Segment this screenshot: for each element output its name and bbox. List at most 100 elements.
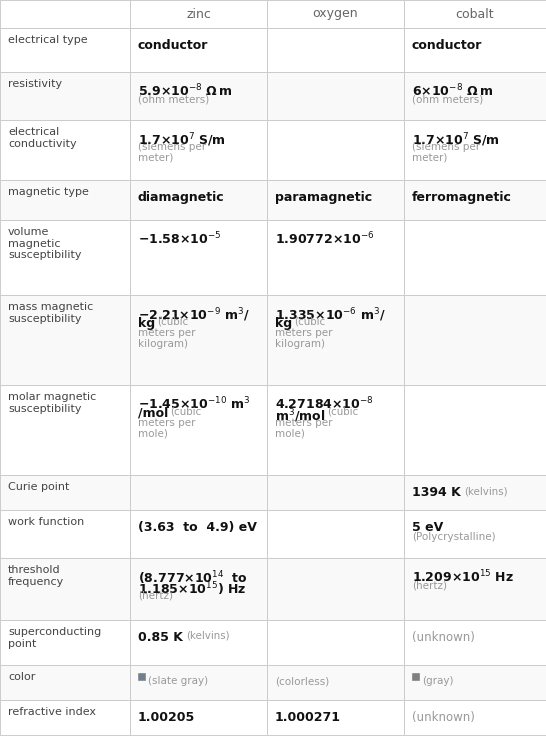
Bar — [404, 385, 546, 475]
Bar — [130, 700, 267, 735]
Text: (cubic: (cubic — [328, 407, 359, 417]
Bar — [404, 28, 546, 72]
Text: threshold
frequency: threshold frequency — [8, 565, 64, 586]
Bar — [0, 700, 130, 735]
Bar — [0, 558, 130, 620]
Bar — [267, 72, 404, 120]
Bar — [138, 673, 145, 679]
Bar — [130, 385, 267, 475]
Text: mole): mole) — [275, 429, 305, 439]
Bar — [130, 385, 267, 475]
Bar — [130, 295, 267, 385]
Text: m$^{3}$/mol: m$^{3}$/mol — [275, 407, 325, 425]
Text: 5.9×10$^{-8}$ Ω m: 5.9×10$^{-8}$ Ω m — [138, 83, 233, 100]
Bar — [0, 385, 130, 475]
Bar — [130, 558, 267, 620]
Text: kilogram): kilogram) — [138, 339, 188, 349]
Bar — [130, 28, 267, 72]
Bar — [130, 120, 267, 180]
Bar — [404, 295, 546, 385]
Bar — [0, 295, 130, 385]
Text: kg: kg — [138, 317, 155, 330]
Bar — [267, 220, 404, 295]
Bar — [130, 510, 267, 558]
Bar — [404, 475, 546, 510]
Text: (unknown): (unknown) — [412, 711, 475, 724]
Text: (Polycrystalline): (Polycrystalline) — [412, 532, 496, 542]
Bar — [0, 475, 130, 510]
Bar — [267, 180, 404, 220]
Text: oxygen: oxygen — [313, 7, 358, 21]
Bar — [0, 558, 130, 620]
Text: kilogram): kilogram) — [275, 339, 325, 349]
Text: (ohm meters): (ohm meters) — [412, 94, 483, 104]
Text: color: color — [8, 672, 35, 682]
Text: (siemens per: (siemens per — [412, 142, 480, 152]
Bar — [404, 510, 546, 558]
Text: zinc: zinc — [186, 7, 211, 21]
Text: meter): meter) — [138, 153, 174, 163]
Bar — [0, 475, 130, 510]
Bar — [404, 28, 546, 72]
Bar — [267, 665, 404, 700]
Bar — [404, 510, 546, 558]
Bar — [404, 700, 546, 735]
Bar — [267, 385, 404, 475]
Bar — [267, 665, 404, 700]
Text: 6×10$^{-8}$ Ω m: 6×10$^{-8}$ Ω m — [412, 83, 494, 100]
Bar — [267, 120, 404, 180]
Bar — [0, 120, 130, 180]
Text: 1394 K: 1394 K — [412, 486, 461, 499]
Text: −2.21×10$^{-9}$ m$^{3}$/: −2.21×10$^{-9}$ m$^{3}$/ — [138, 306, 250, 323]
Bar — [267, 558, 404, 620]
Bar — [404, 0, 546, 28]
Bar — [0, 620, 130, 665]
Text: ferromagnetic: ferromagnetic — [412, 191, 512, 204]
Bar — [0, 220, 130, 295]
Text: meter): meter) — [412, 153, 447, 163]
Text: (cubic: (cubic — [294, 317, 325, 327]
Bar — [130, 0, 267, 28]
Text: cobalt: cobalt — [456, 7, 494, 21]
Text: refractive index: refractive index — [8, 707, 96, 717]
Bar — [404, 665, 546, 700]
Bar — [130, 180, 267, 220]
Text: (3.63  to  4.9) eV: (3.63 to 4.9) eV — [138, 521, 257, 534]
Text: /mol: /mol — [138, 407, 168, 420]
Bar — [404, 620, 546, 665]
Bar — [404, 180, 546, 220]
Text: volume
magnetic
susceptibility: volume magnetic susceptibility — [8, 227, 81, 260]
Bar — [0, 72, 130, 120]
Bar — [0, 665, 130, 700]
Bar — [404, 700, 546, 735]
Text: (ohm meters): (ohm meters) — [138, 94, 209, 104]
Bar — [267, 510, 404, 558]
Bar — [0, 120, 130, 180]
Bar — [404, 220, 546, 295]
Text: (8.777×10$^{14}$  to: (8.777×10$^{14}$ to — [138, 569, 248, 586]
Bar — [267, 475, 404, 510]
Text: 5 eV: 5 eV — [412, 521, 443, 534]
Bar — [404, 0, 546, 28]
Text: paramagnetic: paramagnetic — [275, 191, 372, 204]
Bar — [404, 558, 546, 620]
Bar — [130, 620, 267, 665]
Bar — [130, 475, 267, 510]
Bar — [130, 72, 267, 120]
Text: (kelvins): (kelvins) — [186, 631, 229, 641]
Text: 1.185×10$^{15}$) Hz: 1.185×10$^{15}$) Hz — [138, 580, 246, 597]
Bar — [0, 180, 130, 220]
Text: 1.209×10$^{15}$ Hz: 1.209×10$^{15}$ Hz — [412, 569, 514, 586]
Text: mole): mole) — [138, 429, 168, 439]
Bar — [0, 28, 130, 72]
Text: 4.27184×10$^{-8}$: 4.27184×10$^{-8}$ — [275, 396, 374, 413]
Text: 1.000271: 1.000271 — [275, 711, 341, 724]
Bar — [267, 120, 404, 180]
Text: (gray): (gray) — [422, 676, 454, 686]
Text: (cubic: (cubic — [157, 317, 188, 327]
Text: (colorless): (colorless) — [275, 676, 329, 686]
Text: electrical
conductivity: electrical conductivity — [8, 127, 76, 148]
Bar — [267, 475, 404, 510]
Text: meters per: meters per — [275, 418, 333, 428]
Bar — [267, 28, 404, 72]
